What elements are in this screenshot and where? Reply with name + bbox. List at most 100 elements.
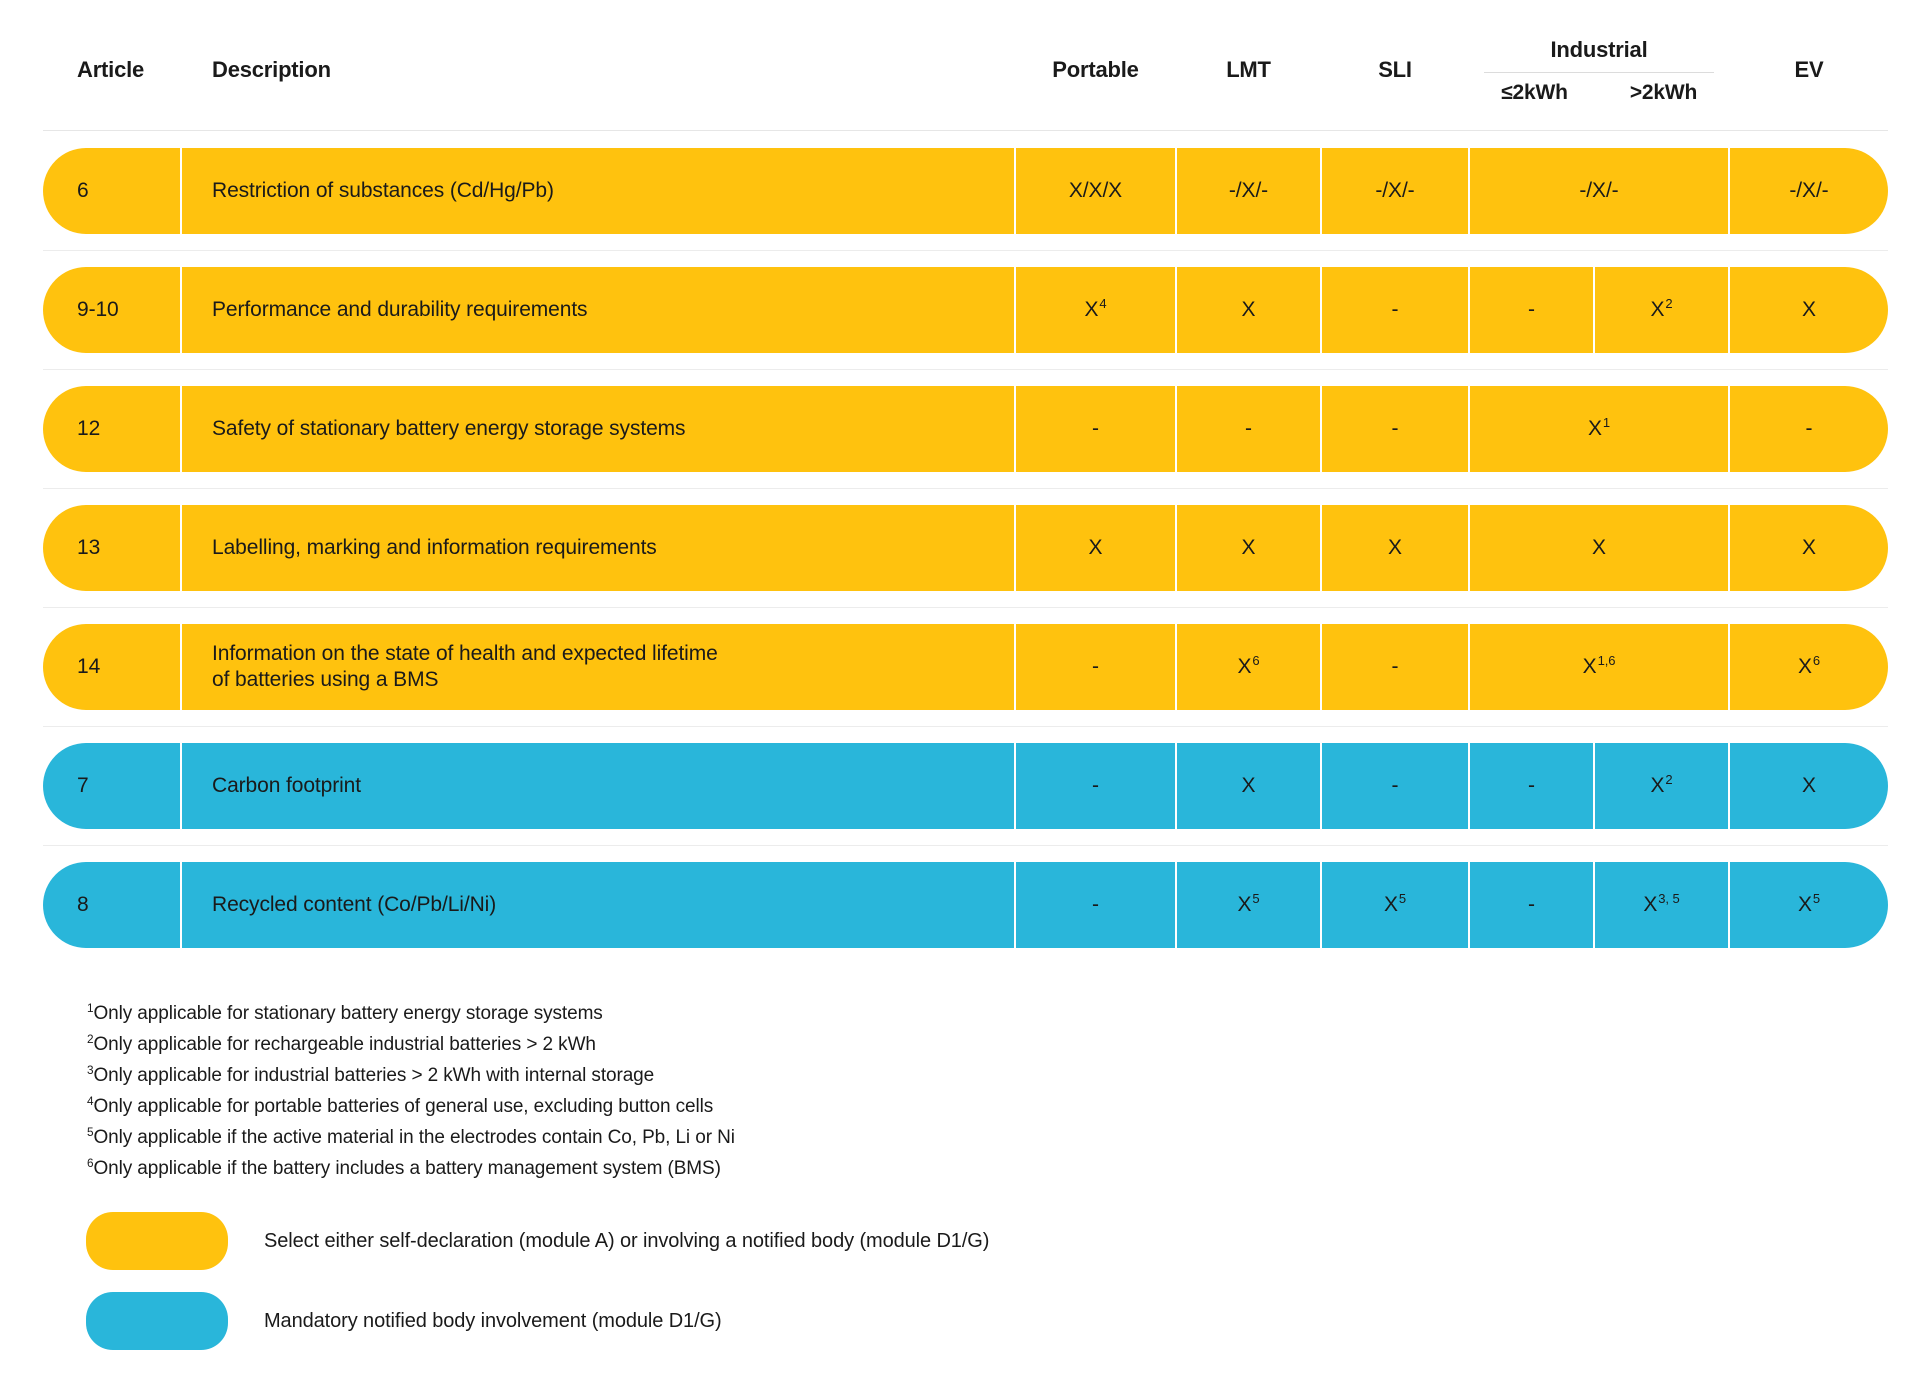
- table-row: 6 Restriction of substances (Cd/Hg/Pb) X/X…: [43, 148, 1888, 234]
- lmt-cell: X5: [1177, 862, 1320, 948]
- column-header-gt2kwh: >2kWh: [1629, 81, 1698, 104]
- cell-value: X: [1592, 536, 1606, 559]
- footnote-number: 6: [87, 1156, 94, 1170]
- lmt-cell: -: [1177, 386, 1320, 472]
- cell-value: -: [1092, 655, 1099, 678]
- content: Article Description Portable LMT SLI Ind…: [43, 22, 1888, 1350]
- ev-cell: X: [1730, 505, 1888, 591]
- footnote: 5Only applicable if the active material …: [87, 1125, 735, 1148]
- portable-cell: -: [1016, 862, 1175, 948]
- portable-cell: -: [1016, 386, 1175, 472]
- cell-value: X1,6: [1582, 653, 1616, 678]
- cell-value: -: [1391, 774, 1399, 797]
- footnote: 1Only applicable for stationary battery …: [87, 1001, 603, 1024]
- ev-cell: X5: [1730, 862, 1888, 948]
- article-cell: 9-10: [43, 267, 180, 353]
- cell-value: 6: [77, 179, 89, 202]
- sli-cell: -: [1322, 743, 1468, 829]
- cell-value: -: [1528, 774, 1535, 797]
- industrial-le2kwh-cell: -: [1470, 267, 1593, 353]
- lmt-cell: X: [1177, 267, 1320, 353]
- cell-value: X: [1802, 774, 1816, 797]
- cell-value: X6: [1797, 653, 1821, 678]
- superscript: 4: [1099, 296, 1107, 311]
- cell-value: X: [1802, 298, 1816, 321]
- description-cell: Labelling, marking and information requi…: [182, 505, 1014, 591]
- column-header-ev: EV: [1730, 22, 1888, 118]
- cell-value: X6: [1237, 653, 1260, 678]
- superscript: 5: [1812, 891, 1821, 906]
- column-header-description: Description: [182, 22, 1014, 118]
- cell-value: -: [1245, 417, 1252, 440]
- sli-cell: -: [1322, 267, 1468, 353]
- footnote-number: 1: [87, 1001, 94, 1015]
- description-text: Restriction of substances (Cd/Hg/Pb): [212, 179, 554, 202]
- table-row: 12 Safety of stationary battery energy st…: [43, 386, 1888, 472]
- superscript: 3, 5: [1658, 891, 1680, 906]
- description-text: Performance and durability requirements: [212, 298, 588, 321]
- description-text: Recycled content (Co/Pb/Li/Ni): [212, 893, 497, 916]
- cell-value: -: [1391, 655, 1399, 678]
- cell-value: 9-10: [77, 298, 119, 321]
- cell-value: X: [1241, 536, 1256, 559]
- cell-value: X: [1241, 774, 1256, 797]
- portable-cell: -: [1016, 743, 1175, 829]
- industrial-cell: X1: [1470, 386, 1728, 472]
- industrial-subheaders: ≤2kWh >2kWh: [1470, 81, 1728, 105]
- description-cell: Information on the state of health and e…: [182, 624, 1014, 710]
- footnote: 6Only applicable if the battery includes…: [87, 1156, 721, 1179]
- cell-value: 8: [77, 893, 89, 916]
- cell-value: 12: [77, 417, 101, 440]
- row-separator: [43, 250, 1888, 251]
- description-text: Labelling, marking and information requi…: [212, 536, 657, 559]
- column-header-label: EV: [1794, 57, 1824, 82]
- portable-cell: -: [1016, 624, 1175, 710]
- legend-label: Select either self-declaration (module A…: [264, 1229, 990, 1252]
- ev-cell: X6: [1730, 624, 1888, 710]
- column-header-industrial-group: Industrial ≤2kWh >2kWh: [1470, 22, 1728, 118]
- footnote: 3Only applicable for industrial batterie…: [87, 1063, 655, 1086]
- cell-value: X: [1802, 536, 1816, 559]
- table-row: 9-10 Performance and durability requireme…: [43, 267, 1888, 353]
- superscript: 1,6: [1597, 653, 1616, 668]
- portable-cell: X4: [1016, 267, 1175, 353]
- legend: Select either self-declaration (module A…: [86, 1212, 1888, 1350]
- cell-value: X5: [1237, 891, 1260, 916]
- description-cell: Recycled content (Co/Pb/Li/Ni): [182, 862, 1014, 948]
- cell-value: 13: [77, 536, 101, 559]
- ev-cell: -/X/-: [1730, 148, 1888, 234]
- cell-value: -: [1528, 893, 1535, 916]
- table-row: 7 Carbon footprint - X - - X2 X: [43, 743, 1888, 829]
- superscript: 2: [1665, 772, 1673, 787]
- industrial-group-divider: [1484, 72, 1714, 73]
- ev-cell: -: [1730, 386, 1888, 472]
- description-line: Information on the state of health and e…: [212, 642, 718, 665]
- industrial-cell: -/X/-: [1470, 148, 1728, 234]
- cell-value: X: [1241, 298, 1256, 321]
- industrial-cell: X1,6: [1470, 624, 1728, 710]
- superscript: 5: [1252, 891, 1260, 906]
- description-text: Carbon footprint: [212, 774, 361, 797]
- cell-value: X1: [1587, 415, 1611, 440]
- table-row: 8 Recycled content (Co/Pb/Li/Ni) - X5 X5 - X3,…: [43, 862, 1888, 948]
- legend-item: Select either self-declaration (module A…: [86, 1212, 1888, 1270]
- table-row: 13 Labelling, marking and information req…: [43, 505, 1888, 591]
- article-cell: 14: [43, 624, 180, 710]
- column-header-le2kwh: ≤2kWh: [1501, 81, 1568, 104]
- sli-cell: -: [1322, 624, 1468, 710]
- portable-cell: X: [1016, 505, 1175, 591]
- table-row: 14 Information on the state of health and…: [43, 624, 1888, 710]
- description-line: of batteries using a BMS: [212, 668, 439, 691]
- sli-cell: X: [1322, 505, 1468, 591]
- ev-cell: X: [1730, 267, 1888, 353]
- header-divider: [43, 130, 1888, 131]
- sli-cell: -/X/-: [1322, 148, 1468, 234]
- column-header-label: Article: [77, 57, 145, 82]
- row-separator: [43, 488, 1888, 489]
- article-cell: 12: [43, 386, 180, 472]
- cell-value: -: [1391, 417, 1399, 440]
- row-separator: [43, 607, 1888, 608]
- description-cell: Performance and durability requirements: [182, 267, 1014, 353]
- article-cell: 13: [43, 505, 180, 591]
- description-text: Safety of stationary battery energy stor…: [212, 417, 686, 440]
